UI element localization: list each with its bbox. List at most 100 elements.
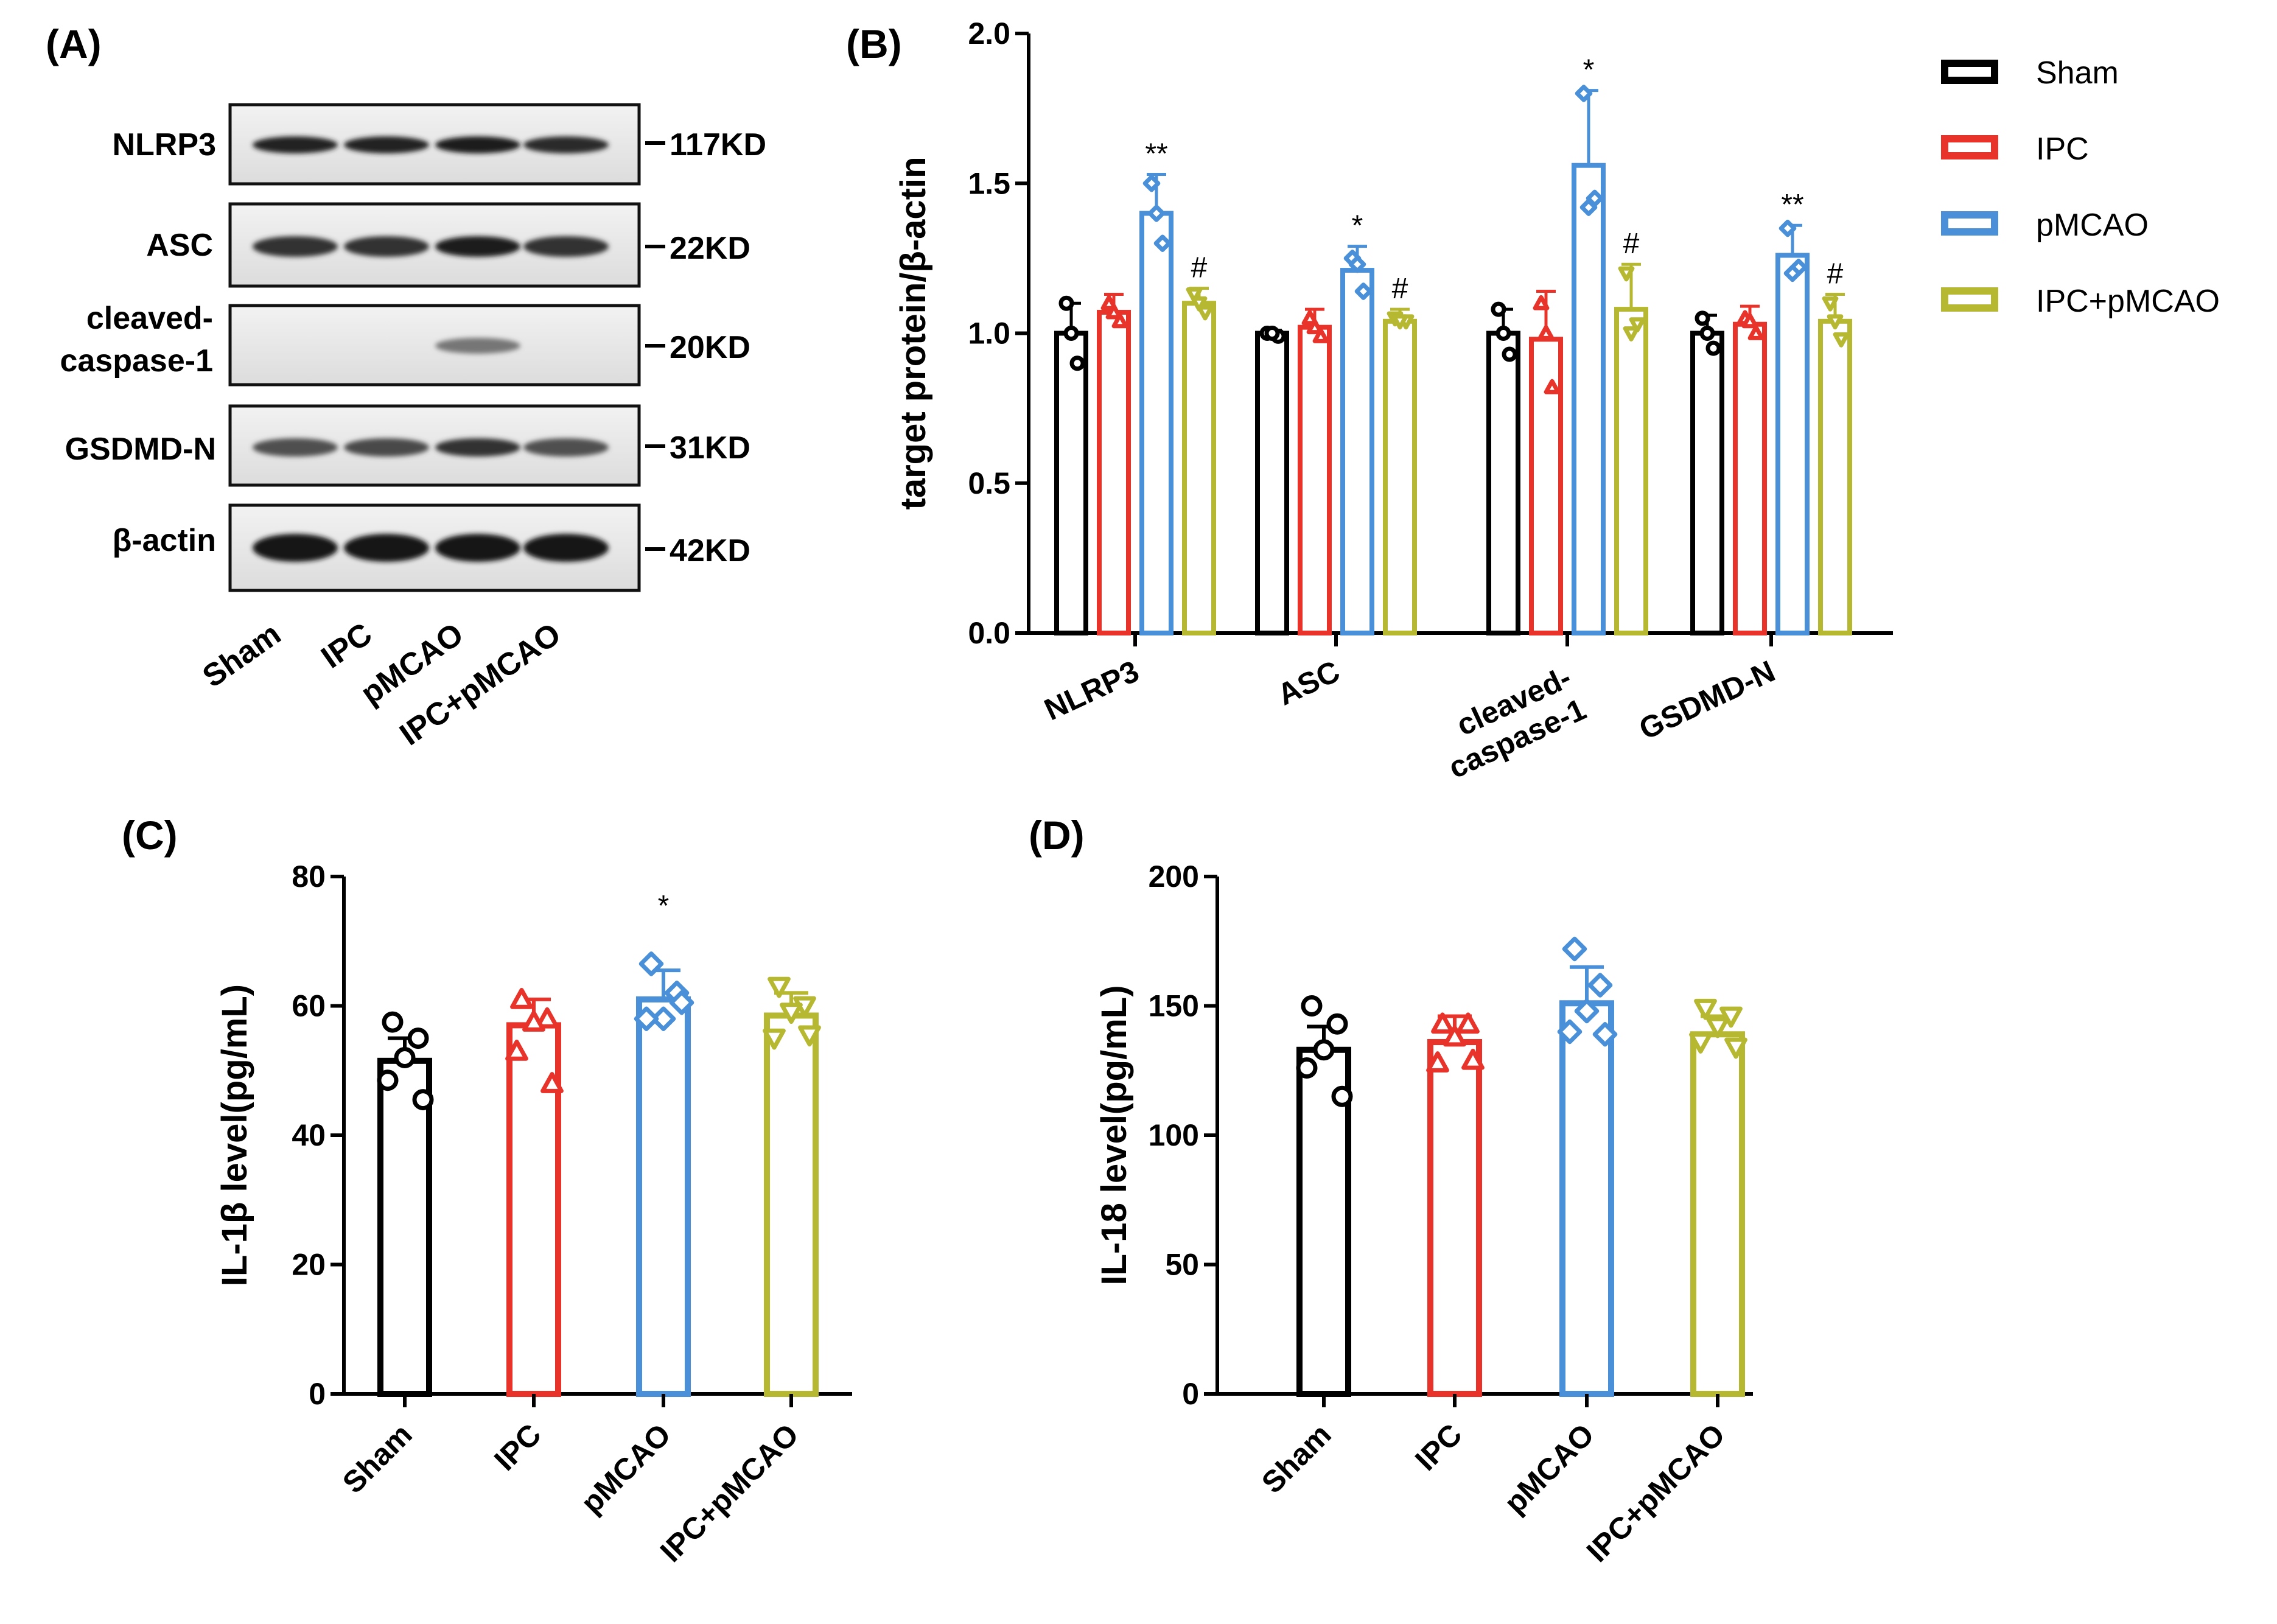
data-point	[763, 1028, 786, 1050]
x-tick-label: NLRP3	[1039, 654, 1144, 727]
category-group: GSDMD-N	[1634, 633, 1780, 746]
data-point	[510, 987, 533, 1009]
data-point	[1426, 1051, 1449, 1073]
data-point	[394, 1047, 416, 1068]
wb-label-cleaved-line1: cleaved-	[86, 301, 213, 336]
data-point	[1354, 282, 1373, 300]
data-point	[1623, 326, 1640, 341]
blot-row-2	[228, 304, 641, 387]
blot-frame	[228, 304, 641, 387]
panel-a: (A) NLRP3 ASC cleaved- caspase-1 GSDMD-N…	[46, 21, 766, 752]
data-point	[1431, 1012, 1454, 1034]
blot-band	[344, 136, 429, 153]
y-tick-label: 2.0	[968, 16, 1010, 51]
data-point	[1724, 1037, 1747, 1059]
data-point	[377, 1069, 399, 1091]
data-point	[522, 1010, 545, 1032]
blot-band	[435, 534, 520, 562]
data-point	[1069, 355, 1085, 371]
x-tick-label: cleaved-caspase-1	[1429, 660, 1591, 785]
bar	[1340, 268, 1374, 635]
data-point	[1142, 174, 1161, 192]
data-point	[1575, 85, 1593, 102]
wb-size-22kd: 22KD	[670, 231, 750, 266]
wb-lane-sham: Sham	[197, 616, 287, 695]
bar	[1690, 331, 1724, 635]
bar	[1733, 321, 1767, 635]
chart-c: 0 20 40 60 80 IL-1β level(pg/mL) Sham IPC pMCAOI…	[215, 859, 852, 1569]
bar	[1427, 1039, 1482, 1397]
bar	[764, 1012, 819, 1397]
data-point	[1147, 205, 1166, 222]
bar	[1097, 310, 1131, 635]
y-tick-label: 20	[292, 1248, 326, 1282]
bar-group	[1255, 326, 1289, 635]
data-point	[1153, 234, 1172, 253]
bar-group: IPC+pMCAO	[654, 976, 821, 1569]
data-point	[768, 976, 791, 998]
blot-band	[523, 534, 609, 562]
data-point	[1706, 1017, 1729, 1038]
data-point	[634, 1006, 659, 1032]
bar	[1054, 331, 1088, 635]
bar	[1775, 253, 1810, 635]
bar	[377, 1057, 432, 1397]
bar-group	[1383, 307, 1417, 635]
y-tick-label: 1.0	[968, 317, 1010, 351]
data-point	[1544, 379, 1561, 394]
x-tick-label-line: ASC	[1272, 654, 1345, 712]
blot-band	[435, 338, 520, 354]
data-point	[1348, 255, 1366, 273]
data-point	[505, 1039, 528, 1061]
bar	[1572, 163, 1606, 635]
data-point	[1779, 219, 1797, 237]
data-point	[1443, 1025, 1466, 1047]
bar-group: Sham	[336, 1011, 434, 1500]
data-point	[1331, 1085, 1353, 1107]
data-point	[1537, 325, 1555, 340]
bar-group: Sham	[1255, 995, 1353, 1500]
legend-swatch-sham	[1941, 60, 1998, 84]
bar	[1559, 1000, 1614, 1397]
y-tick-label: 50	[1165, 1248, 1199, 1282]
data-point	[1197, 305, 1214, 321]
bar-group: pMCAO	[1498, 936, 1618, 1520]
blot-band	[253, 534, 338, 562]
data-point	[1747, 325, 1765, 340]
data-point	[1699, 326, 1715, 341]
data-point	[1105, 304, 1122, 320]
bar	[1529, 337, 1563, 635]
data-point	[1306, 319, 1323, 335]
bar	[636, 996, 691, 1397]
significance-marker: *	[1352, 210, 1363, 242]
wb-size-42kd: 42KD	[670, 533, 750, 569]
significance-marker: #	[1623, 228, 1640, 260]
panel-d-letter: (D)	[1029, 813, 1085, 858]
data-point	[1296, 1057, 1318, 1079]
significance-marker: *	[658, 890, 670, 922]
blot-band	[523, 236, 609, 257]
data-point	[1457, 1012, 1480, 1034]
bar	[1383, 318, 1417, 635]
data-point	[1502, 346, 1517, 362]
data-point	[382, 1011, 404, 1033]
bar-group	[1182, 287, 1216, 635]
x-tick-label: pMCAO	[575, 1417, 677, 1520]
panel-b: (B) 0.0 0.5 1.0 1.5 2.0 target protein/β-acti…	[846, 16, 1893, 785]
data-point	[1574, 998, 1600, 1024]
data-point	[1689, 1032, 1712, 1054]
x-tick-label-line: NLRP3	[1039, 654, 1144, 727]
significance-marker: **	[1781, 189, 1803, 221]
bar-group	[1340, 245, 1374, 635]
data-point	[798, 1025, 821, 1047]
data-point	[1191, 296, 1208, 312]
x-tick-label: ASC	[1272, 654, 1345, 712]
y-tick-label: 200	[1149, 859, 1199, 894]
bar-group: IPC	[1408, 1012, 1485, 1477]
y-tick-label: 80	[292, 859, 326, 894]
data-point	[1264, 326, 1280, 341]
y-tick-label: 1.5	[968, 166, 1010, 200]
panel-b-letter: (B)	[846, 21, 902, 66]
significance-marker: #	[1827, 257, 1844, 290]
significance-marker: #	[1392, 273, 1408, 305]
